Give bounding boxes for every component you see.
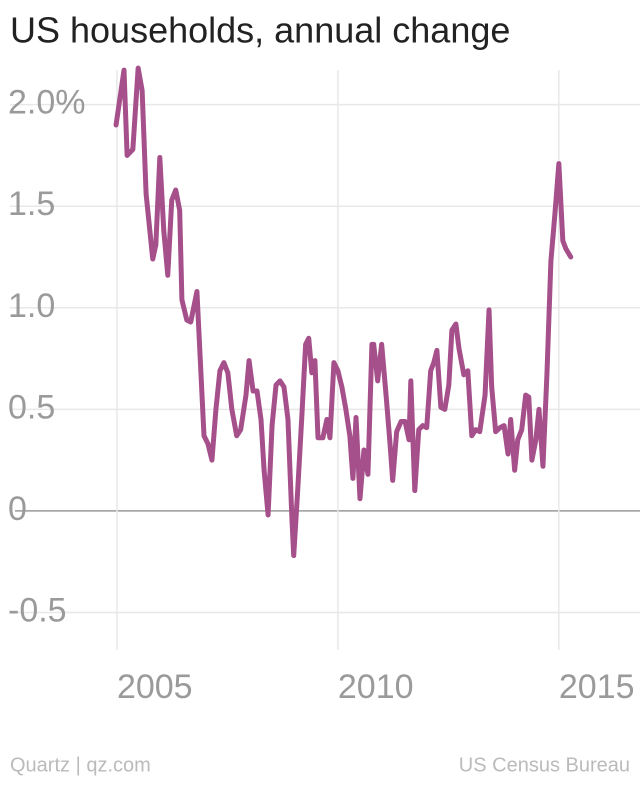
y-tick-label: -0.5: [8, 591, 67, 629]
source: US Census Bureau: [459, 754, 630, 776]
chart-title: US households, annual change: [10, 10, 510, 51]
x-tick-label: 2010: [338, 668, 414, 706]
grid-layer: 2.0% 1.5 1.0 0.5 0 -0.5 2005 2010 2015: [8, 70, 640, 706]
x-tick-label: 2015: [559, 668, 635, 706]
data-line: [113, 65, 574, 559]
y-tick-label: 1.5: [8, 185, 55, 223]
y-tick-label: 2.0%: [8, 84, 86, 122]
credit: Quartz | qz.com: [10, 754, 151, 776]
y-tick-label: 0: [8, 490, 27, 528]
plot-layer: [113, 65, 574, 559]
y-tick-label: 0.5: [8, 388, 55, 426]
y-tick-label: 1.0: [8, 287, 55, 325]
x-tick-label: 2005: [117, 668, 193, 706]
